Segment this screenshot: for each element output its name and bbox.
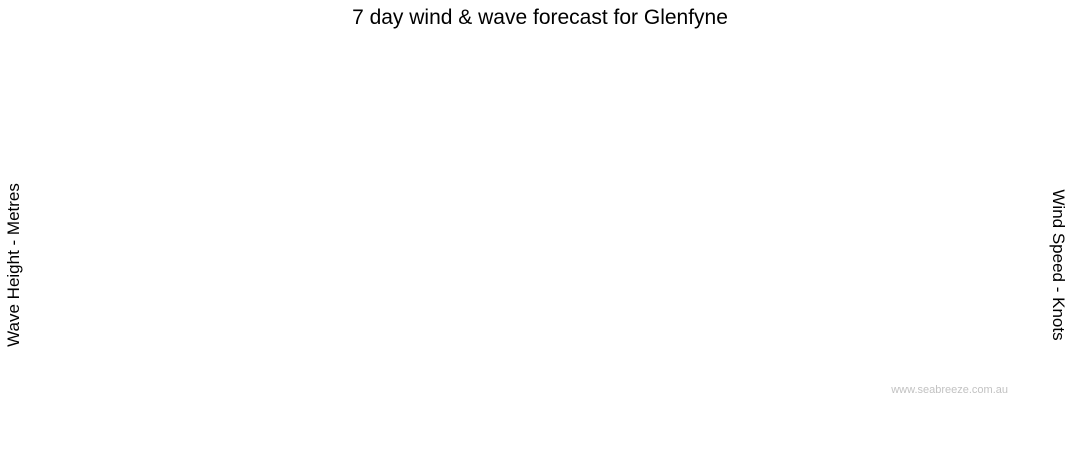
watermark: www.seabreeze.com.au	[891, 384, 1008, 396]
chart-title: 7 day wind & wave forecast for Glenfyne	[352, 6, 728, 29]
